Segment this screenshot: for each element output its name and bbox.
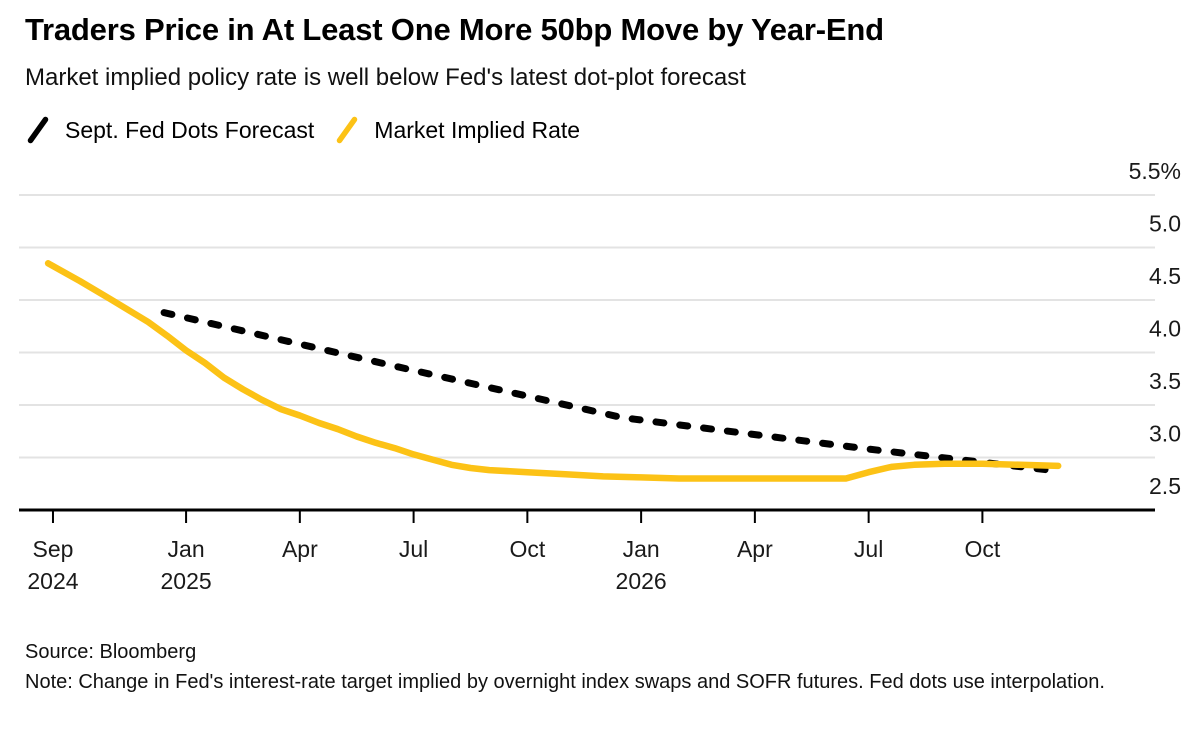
y-axis-label: 5.5% bbox=[1129, 158, 1181, 184]
legend-label-fed-dots: Sept. Fed Dots Forecast bbox=[65, 116, 315, 143]
market-rate-legend-slash-icon bbox=[337, 116, 358, 144]
fed-dots-legend-slash-icon bbox=[27, 116, 49, 144]
x-tick-label-month: Oct bbox=[965, 536, 1001, 562]
x-tick-label-month: Jan bbox=[623, 536, 660, 562]
x-tick-label-month: Jul bbox=[854, 536, 883, 562]
chart-legend: Sept. Fed Dots Forecast Market Implied R… bbox=[27, 114, 580, 146]
market-rate-slash bbox=[337, 116, 358, 144]
x-tick-label-month: Jul bbox=[399, 536, 428, 562]
fed-dots-slash bbox=[27, 116, 49, 144]
y-axis-label: 4.5 bbox=[1149, 263, 1181, 289]
legend-label-market-implied: Market Implied Rate bbox=[374, 116, 581, 143]
x-tick-label-month: Oct bbox=[509, 536, 545, 562]
page-title: Traders Price in At Least One More 50bp … bbox=[25, 12, 884, 47]
y-axis-label: 2.5 bbox=[1149, 473, 1181, 499]
note-text: Note: Change in Fed's interest-rate targ… bbox=[25, 671, 1105, 693]
y-axis-label: 3.5 bbox=[1149, 368, 1181, 394]
x-tick-label-year: 2025 bbox=[160, 568, 211, 594]
legend-item-market-implied: Market Implied Rate bbox=[336, 116, 580, 144]
x-tick-label-year: 2026 bbox=[616, 568, 667, 594]
y-axis-label: 4.0 bbox=[1149, 316, 1181, 342]
x-tick-label-month: Apr bbox=[737, 536, 773, 562]
x-tick-label-month: Apr bbox=[282, 536, 318, 562]
page-subtitle: Market implied policy rate is well below… bbox=[25, 64, 746, 91]
legend-item-fed-dots: Sept. Fed Dots Forecast bbox=[27, 116, 314, 144]
chart-canvas: 5.5% 5.0 4.5 4.0 3.5 3.0 2.5 Sep 2024 Jan 2025 Apr J… bbox=[19, 158, 1181, 594]
y-axis-label: 5.0 bbox=[1149, 211, 1181, 237]
y-axis-label: 3.0 bbox=[1149, 421, 1181, 447]
x-tick-label-month: Jan bbox=[168, 536, 205, 562]
series-line-fed-dots-forecast bbox=[160, 309, 1062, 475]
chart-footer: Source: Bloomberg Note: Change in Fed's … bbox=[25, 637, 1180, 697]
x-tick-label-year: 2024 bbox=[27, 568, 78, 594]
x-tick-label-month: Sep bbox=[33, 536, 74, 562]
source-text: Source: Bloomberg bbox=[25, 641, 197, 663]
series-line-market-implied-rate bbox=[44, 260, 1062, 482]
